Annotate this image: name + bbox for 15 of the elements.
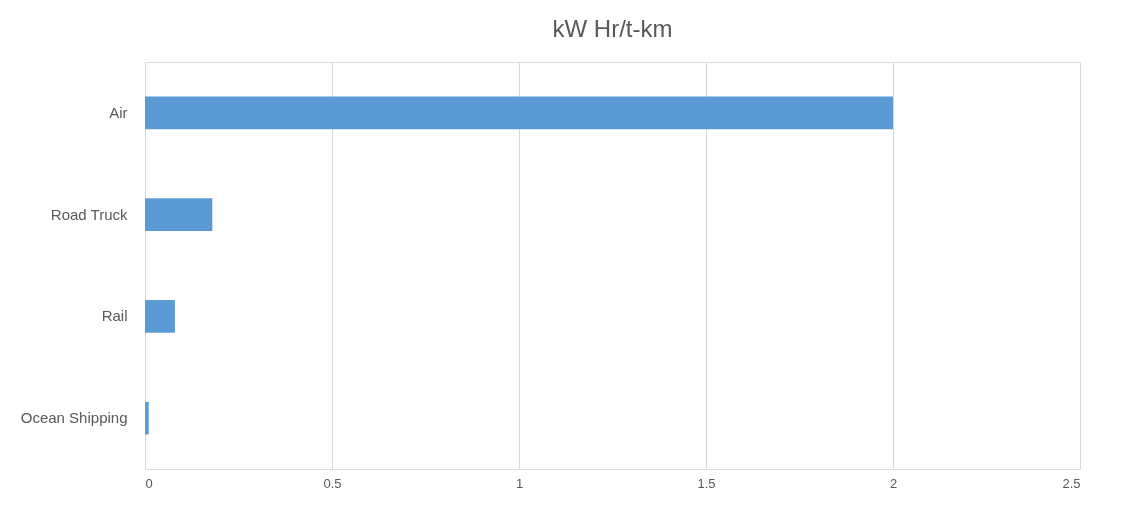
y-tick-label: Air <box>109 103 128 121</box>
y-tick-label: Rail <box>101 307 128 325</box>
x-tick-label: 2 <box>889 475 898 491</box>
x-tick-label: 0 <box>145 475 153 491</box>
bar <box>145 198 213 231</box>
x-tick-label: 0.5 <box>323 475 342 491</box>
bar <box>145 300 175 333</box>
y-tick-label: Ocean Shipping <box>20 409 128 427</box>
x-tick-label: 1 <box>515 475 524 491</box>
x-tick-label: 1.5 <box>697 475 716 491</box>
chart-title: kW Hr/t-km <box>552 15 673 42</box>
x-tick-label: 2.5 <box>1062 475 1081 491</box>
y-tick-label: Road Truck <box>50 205 128 223</box>
bar <box>145 401 149 435</box>
bar <box>145 96 893 130</box>
